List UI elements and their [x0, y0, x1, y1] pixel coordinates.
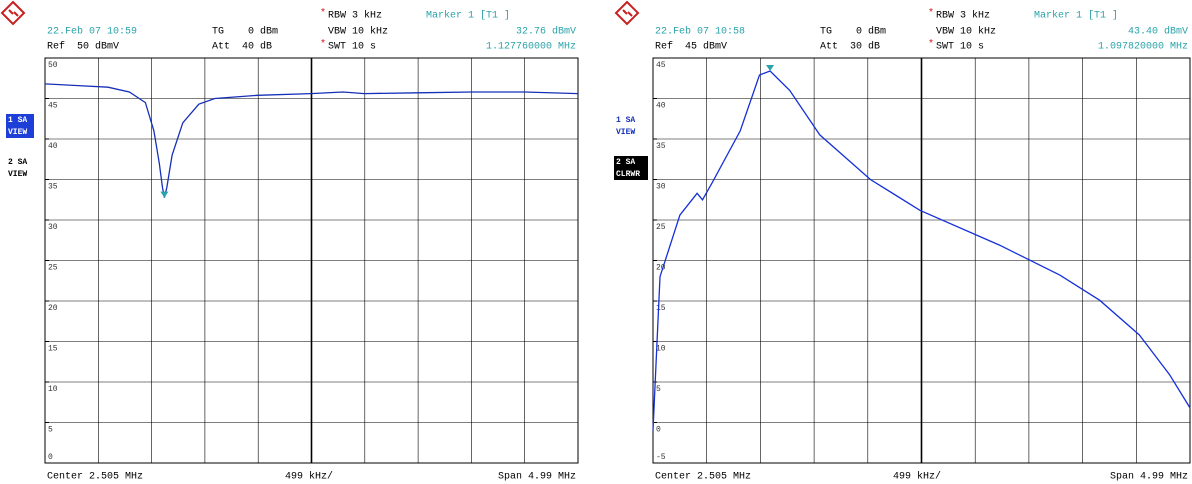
side-label: CLRWR — [616, 170, 640, 179]
footer-division: 499 kHz/ — [285, 471, 333, 483]
header-att: Att 40 dB — [212, 41, 272, 53]
footer-span: Span 4.99 MHz — [498, 472, 576, 483]
header-date: 22.Feb 07 10:59 — [47, 26, 137, 38]
trace — [652, 70, 1191, 431]
y-tick-label: 5 — [48, 426, 53, 435]
y-tick-label: 45 — [48, 102, 58, 111]
header-ref: Ref 45 dBmV — [655, 41, 727, 53]
header-swt: SWT 10 s — [936, 42, 984, 53]
header-marker-title: Marker 1 [T1 ] — [1034, 10, 1118, 22]
y-tick-label: 20 — [656, 264, 666, 273]
y-tick-label: -5 — [656, 453, 666, 462]
side-label-highlight — [6, 114, 34, 138]
header-tg: TG — [820, 27, 832, 38]
y-tick-label: 25 — [48, 264, 58, 273]
y-tick-label: 5 — [656, 385, 661, 394]
y-tick-label: 20 — [48, 304, 58, 313]
y-tick-label: 15 — [656, 304, 666, 313]
footer-center: Center 2.505 MHz — [655, 472, 751, 483]
side-label: 2 SA — [8, 158, 27, 167]
marker-level: 32.76 dBmV — [516, 26, 576, 38]
side-label: 1 SA — [616, 116, 635, 125]
marker — [160, 191, 169, 198]
header-tg-level: 0 dBm — [248, 26, 278, 38]
side-label: 1 SA — [8, 116, 27, 125]
footer-span: Span 4.99 MHz — [1110, 472, 1188, 483]
header-tg-level: 0 dBm — [856, 26, 886, 38]
marker-frequency: 1.097820000 MHz — [1098, 42, 1188, 53]
y-tick-label: 35 — [656, 142, 666, 151]
header-att: Att 30 dB — [820, 41, 880, 53]
marker-frequency: 1.127760000 MHz — [486, 42, 576, 53]
side-label-highlight — [614, 156, 648, 180]
side-label: VIEW — [8, 170, 27, 179]
y-tick-label: 45 — [656, 61, 666, 70]
y-tick-label: 40 — [656, 102, 666, 111]
header-swt: SWT 10 s — [328, 42, 376, 53]
side-label: VIEW — [8, 128, 27, 137]
side-label: VIEW — [616, 128, 635, 137]
header-rbw-flag: * — [928, 8, 934, 20]
side-label: 2 SA — [616, 158, 635, 167]
y-tick-label: 30 — [656, 183, 666, 192]
trace — [44, 83, 579, 198]
y-tick-label: 35 — [48, 183, 58, 192]
header-marker-title: Marker 1 [T1 ] — [426, 10, 510, 22]
marker — [766, 64, 775, 71]
y-tick-label: 10 — [656, 345, 666, 354]
header-rbw-flag: * — [320, 8, 326, 20]
header-vbw: VBW 10 kHz — [328, 26, 388, 38]
y-tick-label: 0 — [48, 453, 53, 462]
header-rbw: RBW 3 kHz — [328, 10, 382, 22]
footer-center: Center 2.505 MHz — [47, 472, 143, 483]
y-tick-label: 0 — [656, 426, 661, 435]
header-swt-flag: * — [320, 39, 326, 51]
header-vbw: VBW 10 kHz — [936, 26, 996, 38]
y-tick-label: 40 — [48, 142, 58, 151]
logo — [614, 0, 640, 26]
header-date: 22.Feb 07 10:58 — [655, 26, 745, 38]
y-tick-label: 50 — [48, 61, 58, 70]
marker-level: 43.40 dBmV — [1128, 26, 1188, 38]
y-tick-label: 15 — [48, 345, 58, 354]
y-tick-label: 25 — [656, 223, 666, 232]
y-tick-label: 10 — [48, 385, 58, 394]
header-swt-flag: * — [928, 39, 934, 51]
footer-division: 499 kHz/ — [893, 471, 941, 483]
header-tg: TG — [212, 27, 224, 38]
header-ref: Ref 50 dBmV — [47, 41, 119, 53]
logo — [0, 0, 26, 26]
header-rbw: RBW 3 kHz — [936, 10, 990, 22]
y-tick-label: 30 — [48, 223, 58, 232]
